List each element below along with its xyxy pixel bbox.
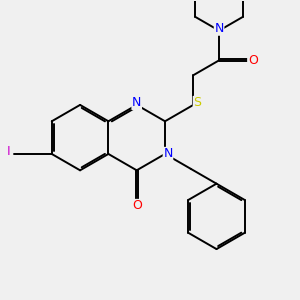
Text: O: O bbox=[132, 200, 142, 212]
Text: N: N bbox=[214, 22, 224, 35]
Text: N: N bbox=[132, 96, 141, 110]
Text: O: O bbox=[248, 54, 258, 67]
Text: I: I bbox=[6, 146, 10, 158]
Text: S: S bbox=[193, 96, 201, 110]
Text: N: N bbox=[163, 148, 173, 160]
